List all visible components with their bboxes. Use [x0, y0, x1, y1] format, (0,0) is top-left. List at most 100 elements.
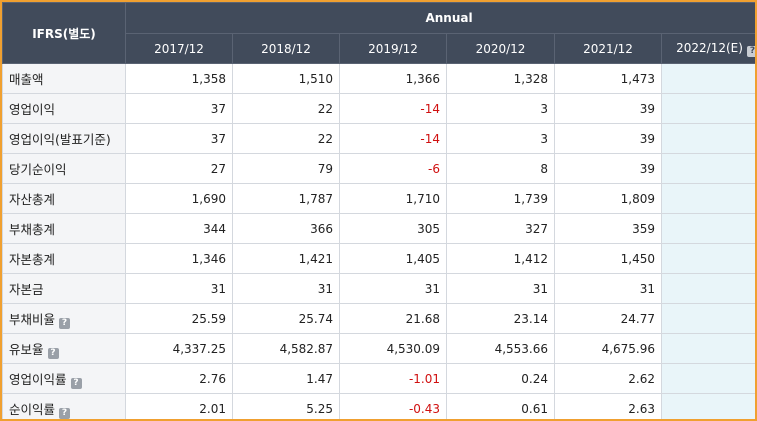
row-label: 순이익률	[9, 401, 56, 417]
estimate-cell	[660, 213, 755, 244]
help-icon[interactable]: ?	[746, 45, 755, 57]
value-cell: 1,412	[446, 243, 555, 274]
row-label-cell[interactable]: 영업이익률?	[2, 363, 126, 394]
row-label: 자본총계	[9, 252, 56, 267]
value-cell: 24.77	[554, 303, 662, 334]
value-cell: 1,405	[339, 243, 447, 274]
row-label-cell[interactable]: 유보율?	[2, 333, 126, 364]
value-cell: 2.63	[554, 393, 662, 419]
row-label-cell[interactable]: 순이익률?	[2, 393, 126, 419]
value-cell: 31	[125, 273, 233, 304]
value-cell: 1,690	[125, 183, 233, 214]
value-cell: 1,421	[232, 243, 340, 274]
value-cell: 359	[554, 213, 662, 244]
estimate-cell	[660, 303, 755, 334]
estimate-cell	[660, 153, 755, 184]
value-cell: 39	[554, 93, 662, 124]
value-cell: 0.24	[446, 363, 555, 394]
value-cell: 2.76	[125, 363, 233, 394]
period-label: 2017/12	[154, 41, 204, 56]
value-cell: 305	[339, 213, 447, 244]
value-cell: 4,530.09	[339, 333, 447, 364]
value-cell: -6	[339, 153, 447, 184]
accounting-standard-header: IFRS(별도)	[2, 2, 126, 64]
table-row: 자본총계 1,346 1,421 1,405 1,412 1,450	[2, 243, 755, 274]
estimate-cell	[660, 63, 755, 94]
table-body: 매출액 1,358 1,510 1,366 1,328 1,473 영업이익 37 22 -14 3…	[2, 63, 755, 419]
value-cell: 366	[232, 213, 340, 244]
value-cell: 4,582.87	[232, 333, 340, 364]
estimate-cell	[660, 243, 755, 274]
help-icon[interactable]: ?	[59, 407, 71, 419]
estimate-cell	[660, 393, 755, 419]
value-cell: 79	[232, 153, 340, 184]
row-label: 당기순이익	[9, 162, 67, 177]
row-label: 영업이익(발표기준)	[9, 132, 111, 147]
value-cell: 4,553.66	[446, 333, 555, 364]
table-row: 영업이익 37 22 -14 3 39	[2, 93, 755, 124]
value-cell: 327	[446, 213, 555, 244]
value-cell: -0.43	[339, 393, 447, 419]
row-label: 자산총계	[9, 192, 56, 207]
row-label: 유보율	[9, 341, 44, 357]
value-cell: 31	[554, 273, 662, 304]
value-cell: -1.01	[339, 363, 447, 394]
value-cell: 22	[232, 93, 340, 124]
help-icon[interactable]: ?	[59, 317, 71, 329]
value-cell: 2.01	[125, 393, 233, 419]
value-cell: 31	[339, 273, 447, 304]
value-cell: -14	[339, 93, 447, 124]
period-header: 2019/12	[339, 33, 447, 64]
value-cell: 3	[446, 123, 555, 154]
row-label: 영업이익	[9, 102, 56, 117]
row-label: 자본금	[9, 282, 44, 297]
value-cell: 31	[446, 273, 555, 304]
row-label-cell[interactable]: 부채비율?	[2, 303, 126, 334]
row-label-cell: 영업이익(발표기준)	[2, 123, 126, 154]
row-label-cell: 부채총계	[2, 213, 126, 244]
value-cell: 0.61	[446, 393, 555, 419]
value-cell: 5.25	[232, 393, 340, 419]
row-label: 부채총계	[9, 222, 56, 237]
value-cell: 4,675.96	[554, 333, 662, 364]
value-cell: 37	[125, 93, 233, 124]
help-icon[interactable]: ?	[70, 377, 82, 389]
estimate-cell	[660, 333, 755, 364]
value-cell: 1,710	[339, 183, 447, 214]
value-cell: 8	[446, 153, 555, 184]
annual-group-header: Annual	[124, 2, 755, 34]
value-cell: 39	[554, 153, 662, 184]
value-cell: 344	[125, 213, 233, 244]
row-label: 영업이익률	[9, 371, 67, 387]
value-cell: 21.68	[339, 303, 447, 334]
table-row: 매출액 1,358 1,510 1,366 1,328 1,473	[2, 63, 755, 94]
row-label-cell: 자본총계	[2, 243, 126, 274]
period-label: 2019/12	[368, 41, 418, 56]
value-cell: 23.14	[446, 303, 555, 334]
value-cell: 1,358	[125, 63, 233, 94]
period-label: 2020/12	[475, 41, 526, 56]
table-row: 영업이익(발표기준) 37 22 -14 3 39	[2, 123, 755, 154]
row-label: 부채비율	[9, 311, 56, 327]
value-cell: 4,337.25	[125, 333, 233, 364]
value-cell: 25.59	[125, 303, 233, 334]
table-row: 부채비율? 25.59 25.74 21.68 23.14 24.77	[2, 303, 755, 334]
period-header: 2022/12(E)?	[660, 33, 755, 64]
period-header: 2021/12	[554, 33, 662, 64]
period-header: 2018/12	[232, 33, 340, 64]
estimate-cell	[660, 93, 755, 124]
value-cell: 22	[232, 123, 340, 154]
value-cell: 31	[232, 273, 340, 304]
table-row: 자산총계 1,690 1,787 1,710 1,739 1,809	[2, 183, 755, 214]
value-cell: -14	[339, 123, 447, 154]
value-cell: 1,346	[125, 243, 233, 274]
table-row: 영업이익률? 2.76 1.47 -1.01 0.24 2.62	[2, 363, 755, 394]
value-cell: 1,739	[446, 183, 555, 214]
row-label-cell: 영업이익	[2, 93, 126, 124]
row-label: 매출액	[9, 72, 44, 87]
estimate-cell	[660, 183, 755, 214]
estimate-cell	[660, 123, 755, 154]
value-cell: 1.47	[232, 363, 340, 394]
help-icon[interactable]: ?	[47, 347, 59, 359]
